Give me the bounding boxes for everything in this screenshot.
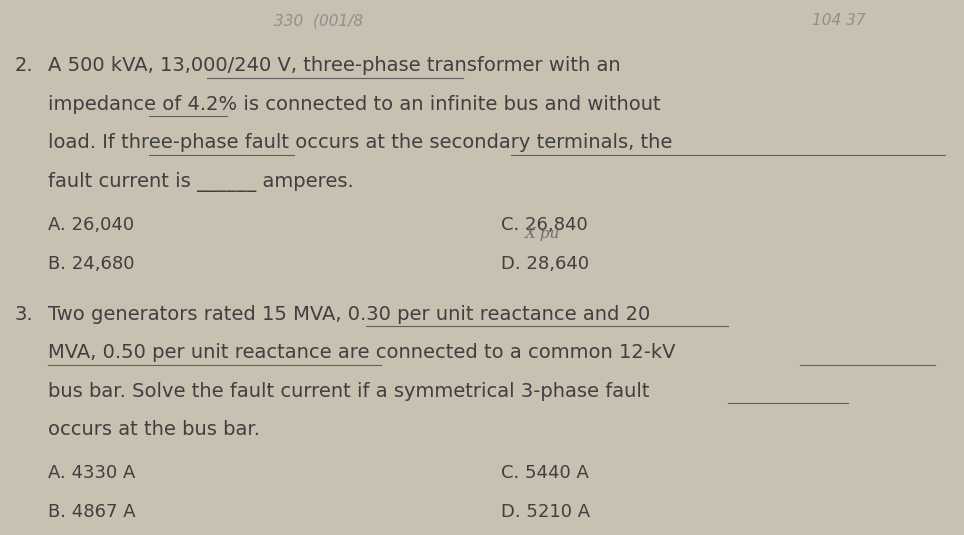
Text: load. If three-phase fault occurs at the secondary terminals, the: load. If three-phase fault occurs at the… bbox=[48, 133, 673, 152]
Text: C. 5440 A: C. 5440 A bbox=[501, 464, 589, 483]
Text: A. 26,040: A. 26,040 bbox=[48, 216, 134, 234]
Text: 330  (001/8: 330 (001/8 bbox=[274, 13, 362, 28]
Text: impedance of 4.2% is connected to an infinite bus and without: impedance of 4.2% is connected to an inf… bbox=[48, 95, 661, 114]
Text: B. 24,680: B. 24,680 bbox=[48, 255, 135, 272]
Text: X pu: X pu bbox=[525, 227, 561, 241]
Text: 104 37: 104 37 bbox=[812, 13, 866, 28]
Text: A 500 kVA, 13,000/240 V, three-phase transformer with an: A 500 kVA, 13,000/240 V, three-phase tra… bbox=[48, 56, 621, 75]
Text: 3.: 3. bbox=[14, 304, 33, 324]
Text: 2.: 2. bbox=[14, 56, 33, 75]
Text: B. 4867 A: B. 4867 A bbox=[48, 503, 136, 521]
Text: D. 5210 A: D. 5210 A bbox=[501, 503, 590, 521]
Text: A. 4330 A: A. 4330 A bbox=[48, 464, 136, 483]
Text: bus bar. Solve the fault current if a symmetrical 3-phase fault: bus bar. Solve the fault current if a sy… bbox=[48, 381, 650, 401]
Text: fault current is ______ amperes.: fault current is ______ amperes. bbox=[48, 172, 354, 192]
Text: D. 28,640: D. 28,640 bbox=[501, 255, 589, 272]
Text: MVA, 0.50 per unit reactance are connected to a common 12-kV: MVA, 0.50 per unit reactance are connect… bbox=[48, 343, 676, 362]
Text: Two generators rated 15 MVA, 0.30 per unit reactance and 20: Two generators rated 15 MVA, 0.30 per un… bbox=[48, 304, 651, 324]
Text: C. 26,840: C. 26,840 bbox=[501, 216, 588, 234]
Text: occurs at the bus bar.: occurs at the bus bar. bbox=[48, 420, 260, 439]
